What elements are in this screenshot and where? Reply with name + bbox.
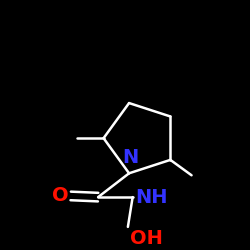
Text: NH: NH (135, 188, 168, 206)
Text: N: N (122, 148, 138, 167)
Text: O: O (52, 186, 68, 206)
Text: OH: OH (130, 229, 163, 248)
